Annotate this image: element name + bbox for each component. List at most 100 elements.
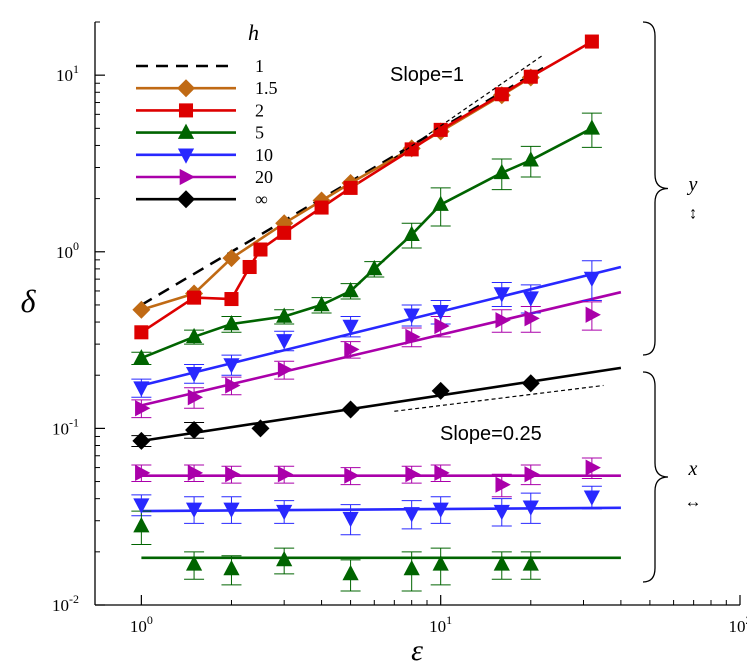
y-tick-label: 101	[56, 62, 79, 85]
braces: y ↕ x ↔	[642, 21, 702, 583]
data-point	[495, 312, 511, 329]
data-point	[223, 314, 240, 331]
data-point	[493, 287, 510, 303]
series-line	[140, 66, 544, 306]
legend-marker	[178, 103, 194, 118]
data-point	[187, 464, 204, 481]
data-point	[133, 381, 150, 397]
data-point	[223, 358, 240, 374]
legend-marker	[177, 148, 195, 164]
data-point	[522, 500, 539, 516]
data-point	[524, 466, 540, 483]
data-point	[403, 559, 420, 576]
data-point	[185, 420, 204, 439]
data-point	[314, 200, 329, 215]
data-point	[251, 419, 270, 438]
x-tick-label: 100	[130, 613, 153, 636]
data-point	[521, 374, 540, 393]
data-point	[405, 328, 421, 345]
legend-entry: 20	[136, 167, 273, 187]
data-point	[276, 504, 293, 521]
data-point	[185, 555, 203, 571]
legend-label: ∞	[255, 189, 268, 209]
data-point	[185, 327, 203, 344]
data-point	[253, 242, 268, 257]
data-point	[134, 325, 149, 340]
legend-entry: 10	[136, 145, 273, 165]
plot-frame	[94, 22, 740, 606]
y-tick-label: 10-2	[52, 592, 79, 615]
data-point	[135, 464, 151, 481]
legend-marker	[177, 79, 195, 98]
legend-label: 1	[255, 56, 264, 76]
data-point	[223, 559, 240, 576]
data-point	[225, 466, 241, 483]
y-axis-ticks: 10-2 10-1 100 101	[52, 21, 105, 615]
arrow-icon: ↔	[685, 492, 702, 511]
legend-label: 5	[255, 123, 264, 143]
y-tick-label: 100	[56, 239, 79, 262]
x-axis-ticks: 100 101 102	[130, 595, 747, 636]
data-point	[342, 511, 359, 528]
data-point	[225, 377, 241, 394]
legend-label: 20	[255, 167, 273, 187]
data-point	[135, 400, 151, 417]
data-point	[583, 119, 600, 135]
data-point	[187, 290, 202, 305]
data-point	[344, 467, 360, 484]
series-line	[141, 506, 621, 513]
legend-entry: 1	[136, 56, 264, 76]
data-point	[585, 306, 601, 323]
data-point	[493, 555, 510, 571]
data-point	[434, 464, 450, 481]
data-point	[342, 281, 359, 298]
series-lines	[140, 40, 622, 560]
data-point	[433, 122, 448, 137]
x-tick-label: 101	[429, 613, 452, 636]
series-line	[141, 265, 622, 387]
data-point	[185, 502, 203, 518]
data-point	[583, 490, 600, 506]
data-point	[522, 151, 539, 167]
data-point	[584, 34, 599, 49]
data-point	[524, 310, 540, 327]
data-point	[434, 317, 450, 335]
data-point	[405, 466, 421, 483]
data-point	[522, 555, 539, 571]
series-line	[141, 290, 622, 407]
data-point	[493, 504, 510, 521]
data-point	[223, 502, 240, 518]
data-point	[403, 225, 420, 241]
data-point	[344, 341, 360, 358]
series-line	[141, 366, 622, 443]
data-point	[276, 307, 293, 323]
series-line	[140, 127, 593, 360]
data-point	[522, 291, 539, 307]
data-point	[222, 249, 241, 268]
slope-annotation: Slope=1	[390, 64, 464, 86]
legend-marker	[179, 168, 195, 186]
curly-brace	[642, 21, 669, 356]
data-point	[366, 259, 383, 276]
brace-label: x	[688, 458, 698, 480]
data-point	[276, 334, 293, 350]
data-point	[493, 163, 510, 180]
series-line	[140, 40, 593, 334]
legend-entry: 2	[136, 100, 264, 120]
x-axis-label: ε	[411, 634, 423, 667]
legend-entry: 1.5	[136, 78, 278, 98]
slope-guide-line	[393, 54, 544, 159]
y-axis-label: δ	[21, 283, 37, 319]
data-point	[133, 349, 150, 365]
data-point	[432, 502, 449, 518]
data-point	[494, 87, 509, 102]
legend-label: 1.5	[255, 78, 278, 98]
data-markers	[132, 34, 601, 581]
data-point	[583, 271, 600, 288]
legend-entry: ∞	[136, 189, 268, 209]
data-point	[343, 180, 358, 195]
data-point	[132, 300, 151, 319]
legend-title: h	[248, 20, 259, 45]
